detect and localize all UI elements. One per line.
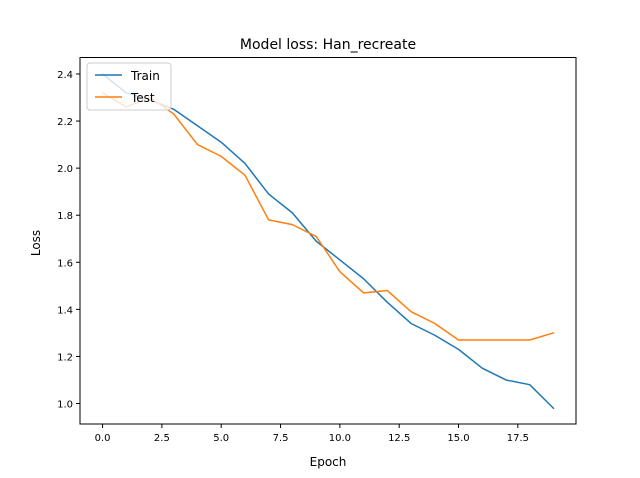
x-tick-label: 7.5 bbox=[273, 433, 289, 444]
series-line-train bbox=[101, 72, 555, 410]
legend-label-train: Train bbox=[130, 69, 160, 83]
x-tick-label: 10.0 bbox=[329, 433, 351, 444]
x-tick-label: 2.5 bbox=[154, 433, 170, 444]
legend: Train Test bbox=[86, 62, 172, 111]
x-tick-label: 17.5 bbox=[507, 433, 529, 444]
y-tick-label: 1.4 bbox=[57, 305, 73, 316]
x-axis: 0.0 2.5 5.0 7.5 10.0 12.5 15.0 17.5 bbox=[95, 424, 529, 444]
x-tick-label: 5.0 bbox=[213, 433, 229, 444]
plot-area bbox=[101, 72, 555, 410]
y-tick-label: 1.2 bbox=[57, 352, 73, 363]
y-tick-label: 1.6 bbox=[57, 258, 73, 269]
y-axis-label: Loss bbox=[29, 230, 43, 256]
chart-title: Model loss: Han_recreate bbox=[240, 37, 416, 53]
y-axis: 1.0 1.2 1.4 1.6 1.8 2.0 2.2 2.4 bbox=[57, 70, 80, 411]
x-tick-label: 12.5 bbox=[388, 433, 410, 444]
legend-label-test: Test bbox=[130, 91, 155, 105]
y-tick-label: 2.0 bbox=[57, 164, 73, 175]
axes-frame bbox=[79, 57, 577, 425]
x-tick-label: 0.0 bbox=[95, 433, 111, 444]
x-tick-label: 15.0 bbox=[447, 433, 469, 444]
series-line-test bbox=[101, 91, 555, 341]
y-tick-label: 2.4 bbox=[57, 70, 73, 81]
y-tick-label: 1.0 bbox=[57, 400, 73, 411]
y-tick-label: 1.8 bbox=[57, 211, 73, 222]
x-axis-label: Epoch bbox=[310, 455, 347, 469]
y-tick-label: 2.2 bbox=[57, 117, 73, 128]
